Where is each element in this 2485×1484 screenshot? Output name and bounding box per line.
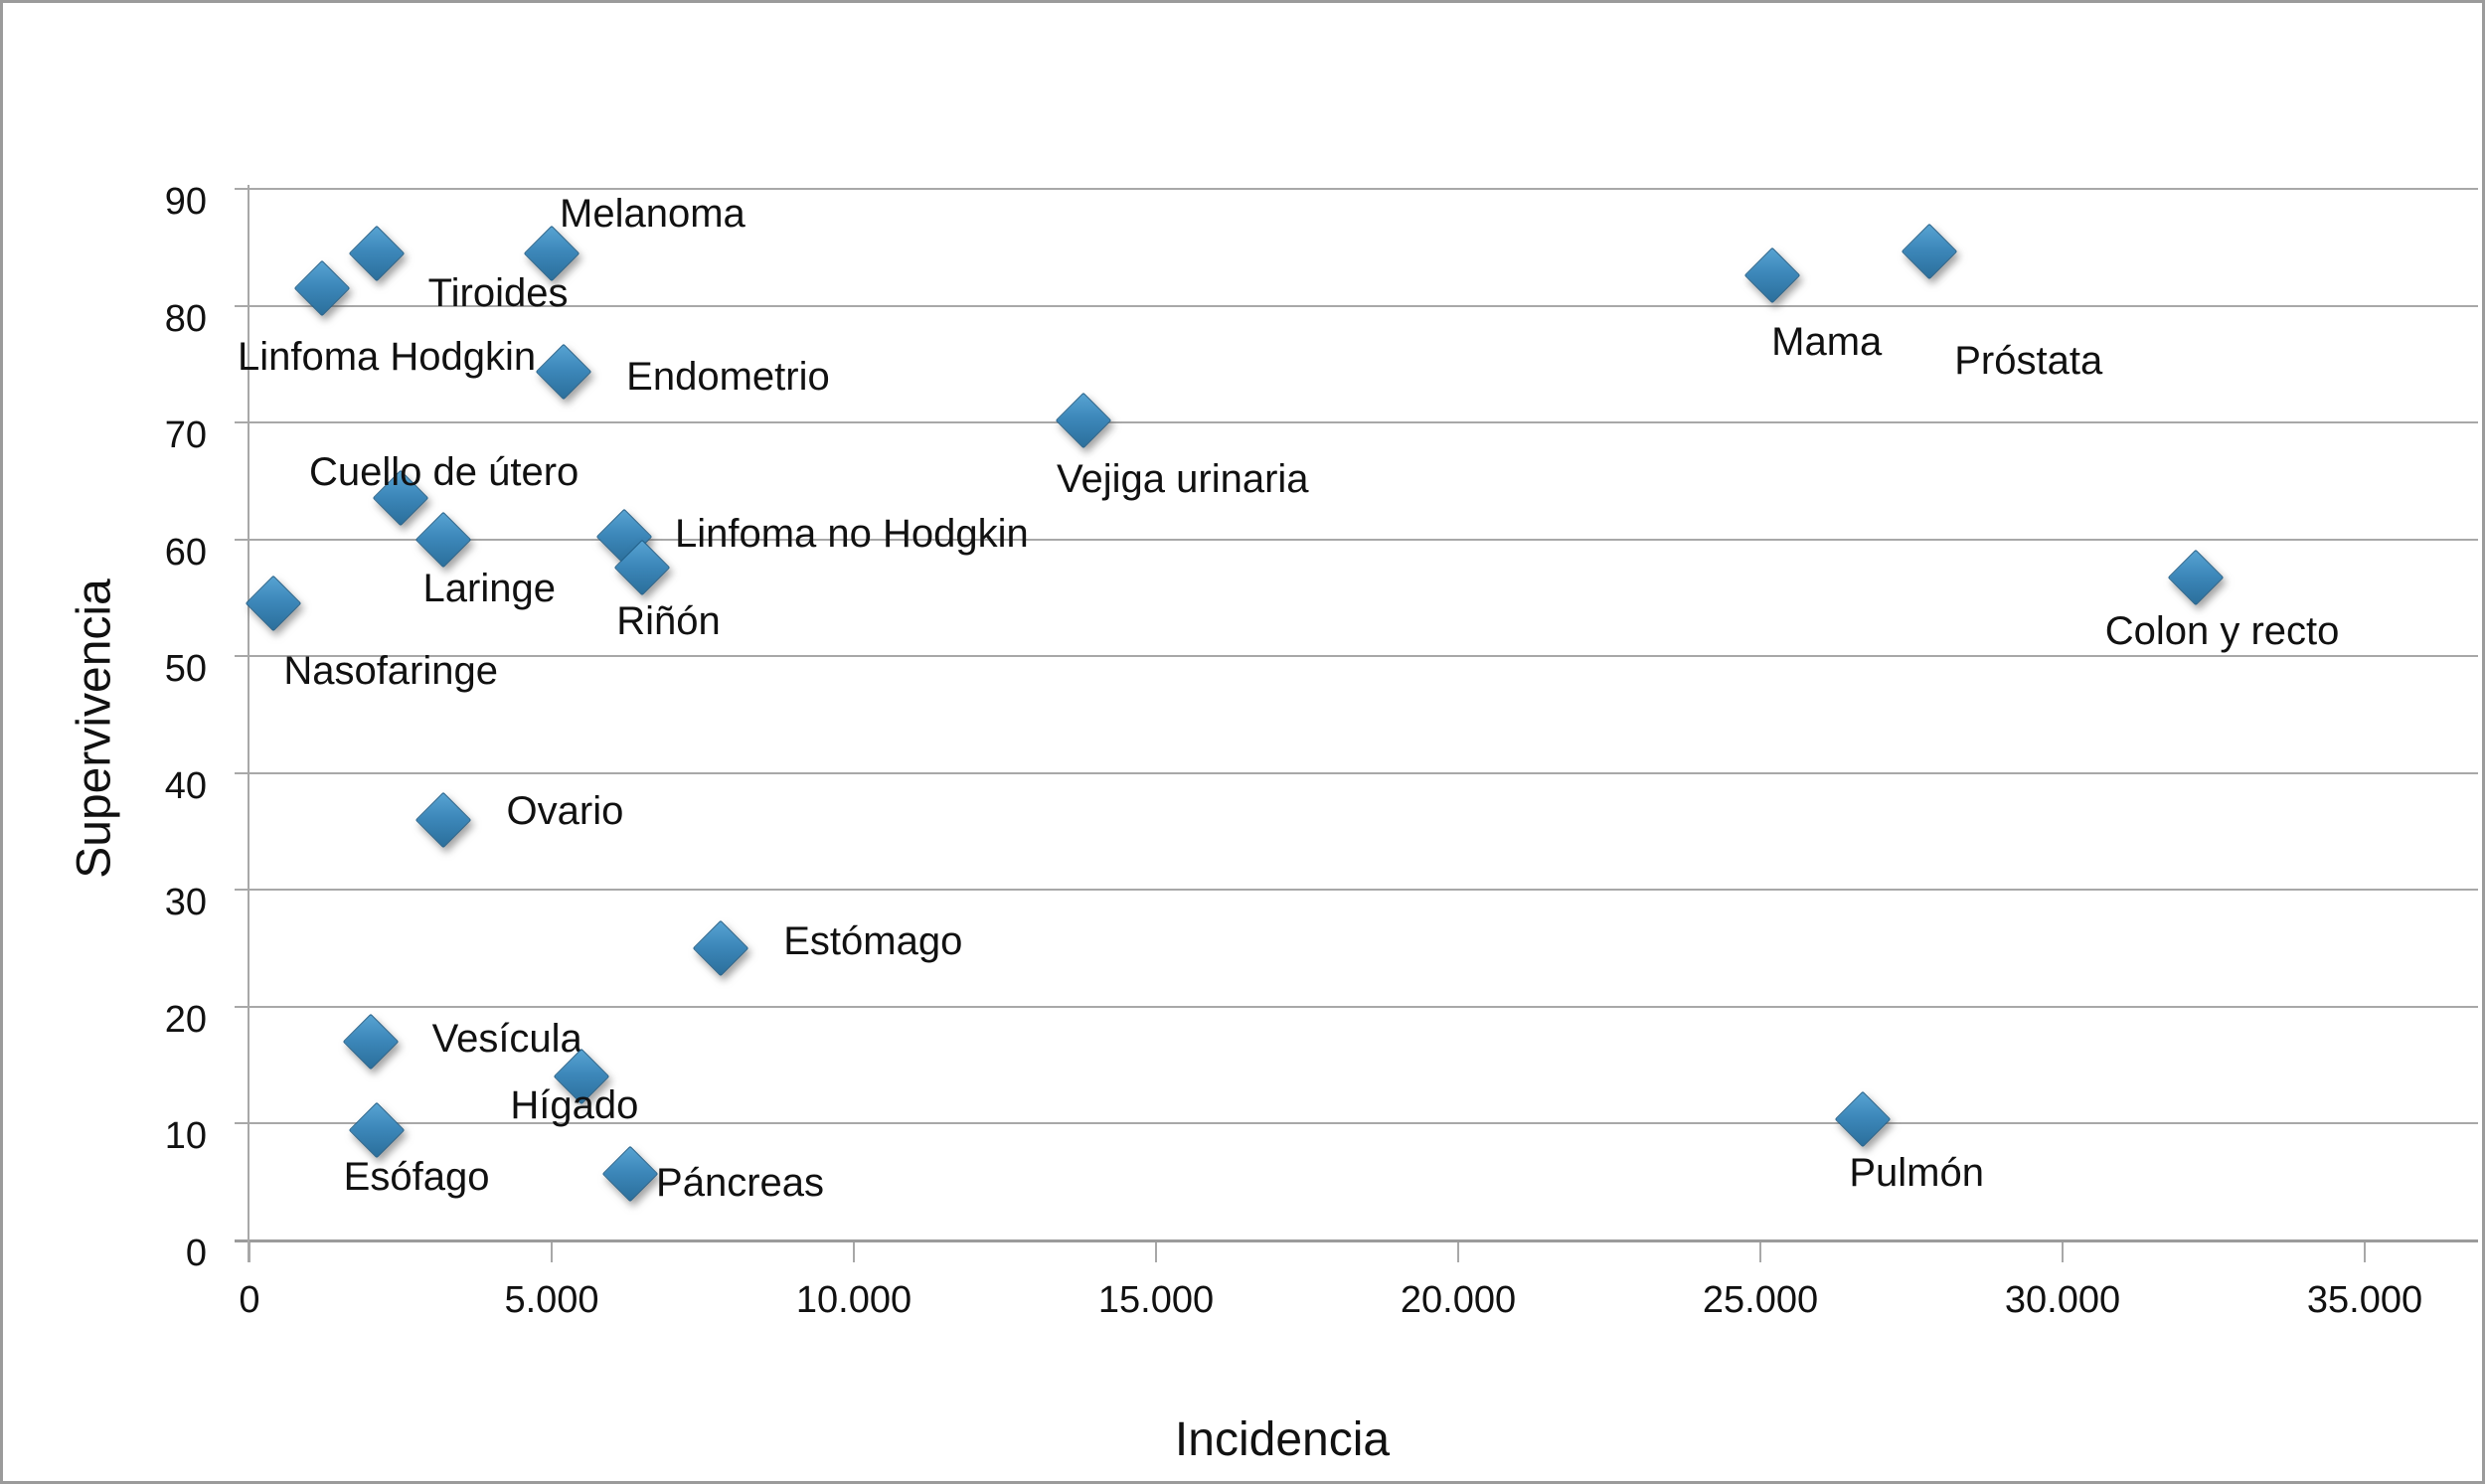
x-tick-label: 30.000 (2004, 1279, 2121, 1321)
data-point-label: Próstata (1954, 339, 2103, 384)
data-point-marker (348, 225, 405, 281)
data-point-marker (414, 511, 471, 568)
y-tick-label: 90 (164, 181, 207, 223)
data-point-marker (293, 259, 351, 317)
plot-area: 0 10 20 30 40 50 60 70 80 90 0 5.000 10.000 15.000 20.… (3, 3, 2482, 1481)
diamond-icon (348, 225, 405, 281)
y-tick-label: 50 (164, 648, 207, 690)
data-point-label: Mama (1771, 319, 1883, 364)
gridline-y-60 (235, 538, 2478, 541)
data-point-label: Melanoma (560, 191, 746, 236)
gridline-y-70 (235, 421, 2478, 423)
x-tick-mark (248, 1242, 250, 1262)
diamond-icon (414, 511, 471, 568)
diamond-icon (414, 791, 471, 848)
x-tick-mark (1155, 1242, 1157, 1262)
x-tick-label: 25.000 (1702, 1279, 1819, 1321)
y-tick-label: 60 (164, 531, 207, 574)
data-point-label: Cuello de útero (309, 450, 580, 495)
x-tick-mark (2062, 1242, 2064, 1262)
y-tick-label: 80 (164, 297, 207, 340)
y-tick-label: 70 (164, 414, 207, 456)
data-point-label: Esófago (343, 1155, 490, 1200)
x-tick-label: 0 (239, 1279, 260, 1321)
y-tick-label: 30 (164, 882, 207, 923)
diamond-icon (613, 539, 671, 595)
gridline-y-80 (235, 304, 2478, 307)
x-tick-mark (551, 1242, 553, 1262)
diamond-icon (1055, 392, 1112, 448)
data-point-label: Linfoma no Hodgkin (674, 512, 1029, 557)
x-tick-label: 15.000 (1097, 1279, 1215, 1321)
x-tick-mark (853, 1242, 855, 1262)
diamond-icon (246, 575, 302, 632)
data-point-marker (692, 919, 749, 977)
data-point-label: Colon y recto (2104, 609, 2340, 654)
diamond-icon (348, 1101, 405, 1159)
data-point-label: Endometrio (626, 355, 830, 400)
data-point-marker (535, 344, 592, 401)
data-point-marker (246, 575, 302, 632)
data-point-label: Ovario (506, 788, 624, 833)
data-point-marker (601, 1145, 659, 1202)
gridline-y-30 (235, 889, 2478, 891)
y-tick-label: 0 (185, 1232, 207, 1274)
y-tick-label: 40 (164, 764, 207, 807)
data-point-label: Hígado (510, 1083, 639, 1127)
data-point-label: Linfoma Hodgkin (237, 334, 537, 379)
x-tick-label: 10.000 (795, 1279, 912, 1321)
x-tick-mark (1457, 1242, 1459, 1262)
data-point-label: Nasofaringe (283, 649, 498, 694)
data-point-marker (1835, 1091, 1892, 1148)
diamond-icon (2167, 549, 2225, 606)
diamond-icon (1901, 224, 1958, 280)
gridline-y-40 (235, 771, 2478, 774)
data-point-marker (613, 539, 671, 595)
data-point-label: Laringe (422, 566, 556, 610)
diamond-icon (1835, 1091, 1892, 1148)
data-point-marker (1901, 224, 1958, 280)
y-axis-line (248, 185, 249, 1262)
gridline-y-20 (235, 1005, 2478, 1008)
x-tick-label: 35.000 (2306, 1279, 2423, 1321)
gridline-y-10 (235, 1122, 2478, 1124)
x-axis-title: Incidencia (1174, 1413, 1391, 1466)
data-point-label: Vesícula (431, 1016, 582, 1061)
diamond-icon (692, 919, 749, 977)
data-point-marker (348, 1101, 405, 1159)
data-point-label: Vejiga urinaria (1057, 456, 1309, 501)
data-point-label: Tiroides (427, 270, 569, 315)
y-axis-title: Supervivencia (68, 578, 121, 879)
x-tick-mark (1759, 1242, 1761, 1262)
data-point-marker (342, 1013, 399, 1071)
x-tick-label: 5.000 (504, 1279, 599, 1321)
data-point-marker (1743, 247, 1801, 304)
y-tick-label: 20 (164, 998, 207, 1041)
data-point-label: Estómago (783, 918, 963, 963)
y-tick-label: 10 (164, 1115, 207, 1157)
diamond-icon (535, 344, 592, 401)
x-tick-mark (2364, 1242, 2366, 1262)
diamond-icon (293, 259, 351, 317)
data-point-marker (1055, 392, 1112, 448)
data-point-label: Pulmón (1849, 1151, 1984, 1196)
diamond-icon (601, 1145, 659, 1202)
gridline-y-50 (235, 655, 2478, 657)
diamond-icon (342, 1013, 399, 1071)
x-tick-label: 20.000 (1400, 1279, 1517, 1321)
data-point-marker (414, 791, 471, 848)
gridline-y-90 (235, 188, 2478, 190)
gridline-y-0 (235, 1238, 2478, 1242)
data-point-label: Páncreas (656, 1160, 825, 1205)
data-point-marker (2167, 549, 2225, 606)
data-point-label: Riñón (616, 598, 721, 643)
diamond-icon (1743, 247, 1801, 304)
